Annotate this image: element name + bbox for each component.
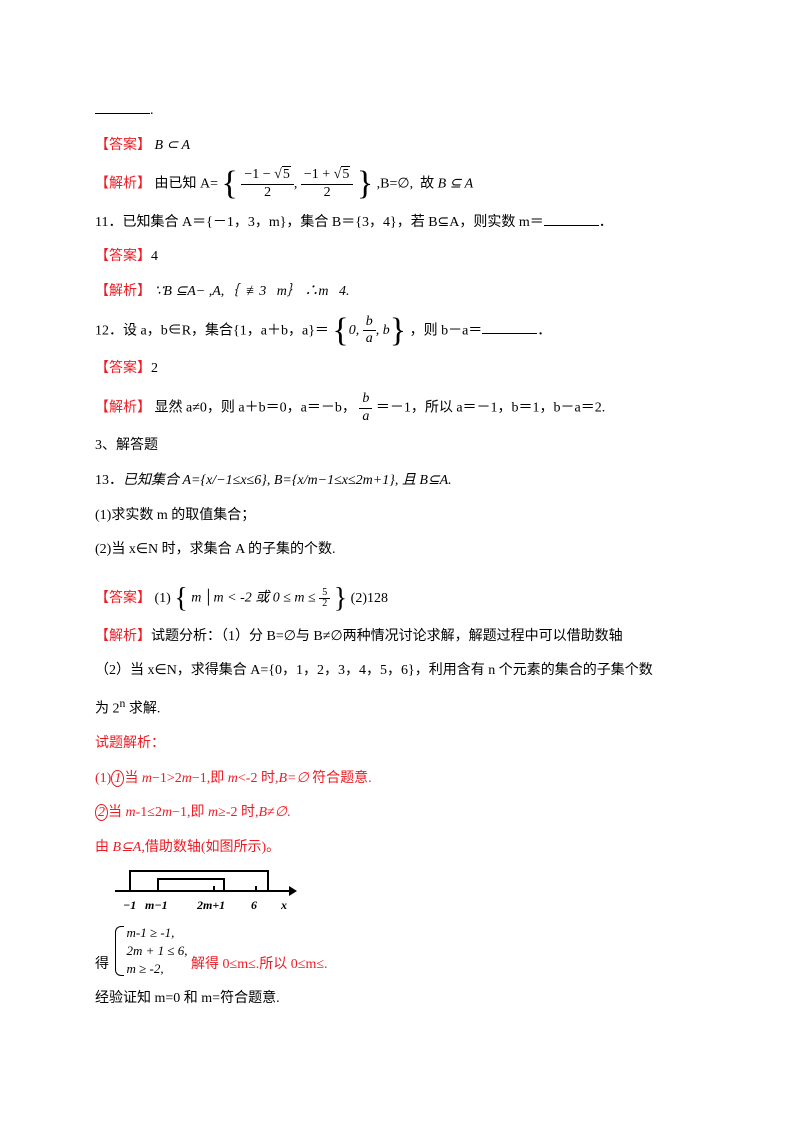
analysis-13-1: 【解析】试题分析：（1）分 B=∅与 B≠∅两种情况讨论求解，解题过程中可以借助…: [95, 624, 705, 651]
answer-10-text: B ⊂ A: [155, 138, 191, 153]
answer-11: 【答案】4: [95, 244, 705, 271]
verify-line: 经验证知 m=0 和 m=符合题意.: [95, 986, 705, 1013]
solution-2: 2当 m-1≤2m−1,即 m≥-2 时,B≠∅.: [95, 800, 705, 827]
section-3: 3、解答题: [95, 433, 705, 460]
solution-3: 由 B⊆A,借助数轴(如图所示)。: [95, 835, 705, 862]
question-13-2: (2)当 x∈N 时，求集合 A 的子集的个数.: [95, 537, 705, 564]
question-12: 12．设 a，b∈R，集合{1，a＋b，a}＝ {0, ba, b} ，则 b－…: [95, 314, 705, 349]
analysis-11: 【解析】 ∵B ⊆A− ,A,｛ ≢3 m｝ ∴m 4.: [95, 279, 705, 306]
analysis-12: 【解析】 显然 a≠0，则 a＋b＝0，a＝－b， ba ＝－1，所以 a＝－1…: [95, 391, 705, 426]
solution-label: 试题解析：: [95, 731, 705, 758]
analysis-13-2: （2）当 x∈N，求得集合 A={0，1，2，3，4，5，6}，利用含有 n 个…: [95, 658, 705, 685]
question-13-1: (1)求实数 m 的取值集合；: [95, 503, 705, 530]
question-13: 13．已知集合 A={x/−1≤x≤6}, B={x/m−1≤x≤2m+1}, …: [95, 468, 705, 495]
answer-13: 【答案】 (1) { m │m < -2 或 0 ≤ m ≤ 52 } (2)1…: [95, 582, 705, 616]
analysis-10: 【解析】 由已知 A= { −1 − 52, −1 + 52 } ,B=∅, 故…: [95, 167, 705, 202]
number-line-diagram: −1 m−1 2m+1 6 x: [115, 870, 295, 910]
cases-block: 得 m-1 ≥ -1, 2m + 1 ≤ 6, m ≥ -2, 解得 0≤m≤.…: [95, 924, 705, 979]
answer-10: 【答案】 B ⊂ A: [95, 133, 705, 160]
question-11: 11．已知集合 A＝{－1，3，m}，集合 B＝{3，4}，若 B⊆A，则实数 …: [95, 210, 705, 237]
solution-1: (1)1当 m−1>2m−1,即 m<-2 时,B=∅ 符合题意.: [95, 766, 705, 793]
analysis-13-3: 为 2n 求解.: [95, 693, 705, 723]
answer-12: 【答案】2: [95, 356, 705, 383]
blank-fill: .: [95, 98, 705, 125]
